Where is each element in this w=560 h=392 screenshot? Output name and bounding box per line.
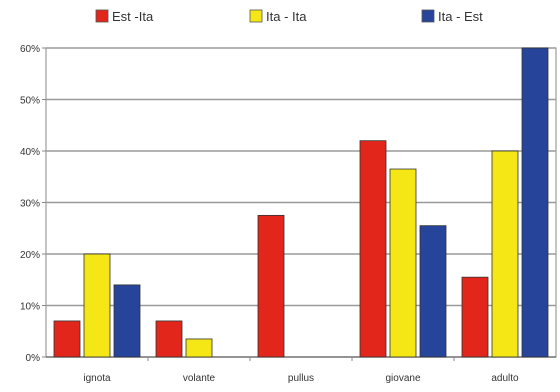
legend-label: Est -Ita xyxy=(112,9,154,24)
y-tick-label: 50% xyxy=(20,96,40,107)
legend-label: Ita - Ita xyxy=(266,9,307,24)
bar-volante-2 xyxy=(185,338,213,358)
y-tick-label: 0% xyxy=(26,353,41,364)
bar-adulto-2 xyxy=(491,150,519,358)
x-tick-label: adulto xyxy=(491,373,519,384)
legend-swatch xyxy=(421,9,435,23)
bar-adulto-1 xyxy=(461,276,489,358)
legend-swatch xyxy=(95,9,109,23)
bar-ignota-3 xyxy=(113,284,141,358)
y-tick-label: 40% xyxy=(20,147,40,158)
bar-ignota-2 xyxy=(83,253,111,358)
x-tick-label: volante xyxy=(183,373,216,384)
bar-pullus-1 xyxy=(257,214,285,358)
x-tick-label: pullus xyxy=(288,373,314,384)
y-tick-label: 10% xyxy=(20,302,40,313)
bar-adulto-3 xyxy=(521,47,549,358)
bar-giovane-1 xyxy=(359,140,387,358)
bar-giovane-2 xyxy=(389,168,417,358)
y-tick-label: 20% xyxy=(20,250,40,261)
x-tick-label: ignota xyxy=(83,373,111,384)
y-tick-label: 60% xyxy=(20,44,40,55)
bar-ignota-1 xyxy=(53,320,81,358)
y-tick-label: 30% xyxy=(20,199,40,210)
legend-label: Ita - Est xyxy=(438,9,483,24)
legend-swatch xyxy=(249,9,263,23)
x-tick-label: giovane xyxy=(385,373,420,384)
bar-volante-1 xyxy=(155,320,183,358)
bar-giovane-3 xyxy=(419,225,447,358)
